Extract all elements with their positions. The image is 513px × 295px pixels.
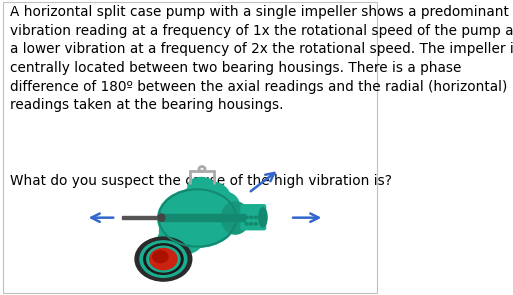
Text: What do you suspect the cause of the high vibration is?: What do you suspect the cause of the hig… (10, 174, 392, 188)
Ellipse shape (188, 178, 214, 194)
Circle shape (140, 241, 187, 277)
FancyBboxPatch shape (122, 216, 164, 219)
Circle shape (135, 237, 192, 281)
FancyBboxPatch shape (162, 214, 245, 221)
FancyBboxPatch shape (160, 219, 194, 243)
Circle shape (245, 216, 248, 219)
Circle shape (147, 246, 180, 272)
Ellipse shape (157, 189, 237, 247)
Circle shape (254, 223, 257, 225)
Circle shape (254, 216, 257, 219)
Text: A horizontal split case pump with a single impeller shows a predominant
vibratio: A horizontal split case pump with a sing… (10, 5, 513, 112)
Circle shape (245, 223, 248, 225)
Ellipse shape (158, 214, 165, 221)
Ellipse shape (259, 208, 267, 227)
FancyBboxPatch shape (241, 205, 266, 230)
Circle shape (250, 216, 253, 219)
Circle shape (250, 223, 253, 225)
Circle shape (153, 251, 168, 263)
Ellipse shape (193, 178, 210, 188)
Ellipse shape (184, 181, 230, 211)
Ellipse shape (205, 191, 239, 218)
Circle shape (150, 248, 177, 270)
Ellipse shape (157, 225, 203, 255)
Ellipse shape (221, 202, 249, 234)
Circle shape (144, 244, 183, 274)
